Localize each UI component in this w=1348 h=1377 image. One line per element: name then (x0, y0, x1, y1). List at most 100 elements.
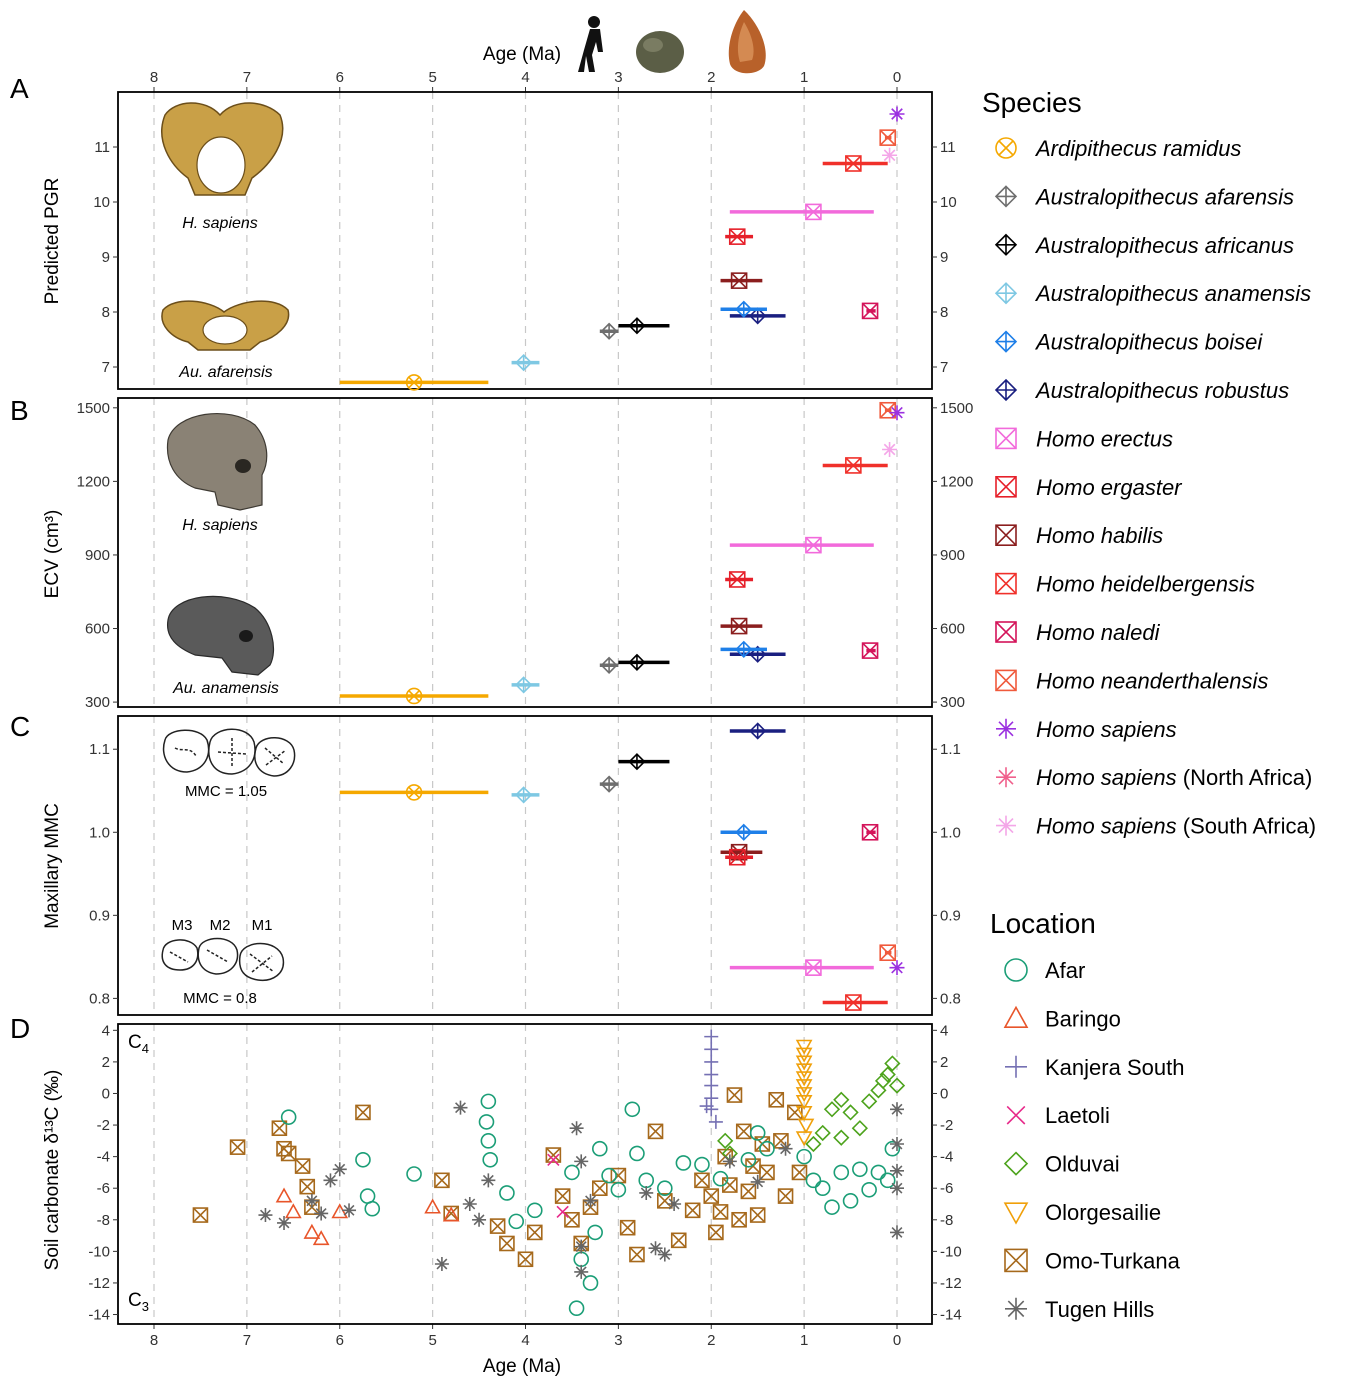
point-afar (355, 1151, 371, 1168)
legend-marker-baringo (1003, 1005, 1029, 1028)
point-ardipithecus-ramidus (405, 784, 423, 801)
point-baringo (275, 1187, 293, 1203)
point-olorgesailie (795, 1094, 813, 1111)
point-afar (870, 1164, 887, 1181)
point-afar (638, 1172, 655, 1189)
skull-h-sapiens-label: H. sapiens (182, 517, 258, 534)
y-tick-label-left: 0.9 (89, 907, 110, 924)
legend-species-name: Homo sapiens (1036, 814, 1177, 839)
legend-location-label: Kanjera South (1045, 1055, 1184, 1080)
point-olorgesailie (795, 1071, 813, 1087)
legend-marker-homo-neanderthalensis (995, 669, 1017, 692)
point-omo-turkana (280, 1145, 297, 1162)
legend-marker-homo-sapiens-north-africa (996, 767, 1016, 788)
point-omo-turkana (629, 1246, 645, 1263)
legend-marker-homo-naledi (995, 621, 1017, 643)
y-tick-label-left: 2 (102, 1054, 110, 1071)
y-tick-label-left: 9 (102, 249, 110, 266)
point-olduvai (717, 1132, 734, 1149)
point-tugen-hills (639, 1185, 654, 1200)
y-tick-label-left: -10 (88, 1243, 110, 1260)
panel-d-ylabel: Soil carbonate δ¹³C (‰) (42, 1070, 63, 1271)
legend-marker-omo-turkana (1004, 1248, 1028, 1273)
point-afar (582, 1275, 599, 1291)
point-homo-sapiens (889, 106, 905, 122)
legend-species-name: Homo erectus (1036, 426, 1173, 451)
point-olorgesailie (795, 1106, 813, 1122)
legend-marker-tugen-hills (1005, 1297, 1027, 1320)
point-olorgesailie (797, 1118, 815, 1134)
legend-marker-kanjera-south (1005, 1055, 1027, 1078)
point-afar (526, 1202, 543, 1219)
bottom-x-tick-label: 0 (893, 1332, 901, 1349)
legend-species-name: Homo neanderthalensis (1036, 668, 1268, 693)
legend-marker-homo-erectus (995, 427, 1017, 450)
panel-a-ylabel: Predicted PGR (42, 178, 63, 305)
molar-label-m3: M3 (172, 917, 193, 934)
skull-au-anamensis-image (167, 595, 275, 676)
point-omo-turkana (355, 1104, 371, 1121)
y-tick-label-right: 0.8 (940, 990, 961, 1007)
point-afar (499, 1185, 515, 1201)
point-ardipithecus-ramidus (405, 687, 423, 705)
point-afar (740, 1151, 757, 1168)
point-australopithecus-anamensis (515, 676, 533, 694)
legend-species-name: Ardipithecus ramidus (1034, 136, 1241, 161)
point-omo-turkana (619, 1219, 636, 1236)
legend-marker-homo-ergaster (995, 475, 1017, 498)
bottom-x-tick-label: 8 (150, 1332, 158, 1349)
point-homo-sapiens-south-africa (882, 147, 898, 163)
point-afar (814, 1180, 831, 1197)
point-tugen-hills (472, 1212, 487, 1227)
legend-species-label: Australopithecus boisei (1034, 330, 1263, 355)
point-omo-turkana (791, 1164, 808, 1181)
point-afar (610, 1181, 627, 1198)
y-tick-label-right: 4 (940, 1022, 948, 1039)
point-afar (879, 1172, 896, 1189)
point-omo-turkana (294, 1158, 311, 1174)
point-tugen-hills (750, 1174, 765, 1189)
y-tick-label-left: 1.1 (89, 741, 110, 758)
series-tugen-hills (258, 1100, 904, 1279)
top-x-tick-label: 6 (336, 69, 344, 86)
y-tick-label-right: 0 (940, 1085, 948, 1102)
point-tugen-hills (434, 1257, 449, 1271)
point-baringo (284, 1203, 302, 1219)
top-x-tick-label: 2 (707, 69, 715, 86)
point-olorgesailie (795, 1055, 813, 1071)
point-afar (624, 1101, 641, 1118)
point-omo-turkana (489, 1218, 506, 1234)
panel-letter-a: A (10, 73, 29, 104)
legend-species-title: Species (982, 87, 1082, 118)
point-australopithecus-anamensis (515, 786, 533, 804)
bottom-x-tick-label: 4 (521, 1332, 529, 1349)
point-omo-turkana (712, 1204, 729, 1220)
point-tugen-hills (648, 1241, 663, 1256)
y-tick-label-left: 1.0 (89, 824, 110, 841)
y-tick-label-right: 1200 (940, 473, 973, 490)
y-tick-label-right: -2 (940, 1117, 953, 1134)
point-afar (406, 1166, 422, 1182)
point-afar (842, 1193, 859, 1209)
bottom-x-tick-label: 1 (800, 1332, 808, 1349)
molar-row-top-image (162, 728, 296, 777)
point-afar (749, 1125, 766, 1141)
point-afar (675, 1155, 692, 1171)
point-tugen-hills (462, 1197, 477, 1211)
top-x-tick-label: 7 (243, 69, 251, 86)
point-tugen-hills (569, 1121, 584, 1136)
point-tugen-hills (657, 1247, 672, 1262)
point-australopithecus-anamensis (515, 353, 533, 372)
y-tick-label-left: 7 (102, 359, 110, 376)
point-omo-turkana (684, 1202, 701, 1219)
legend-species-name: Homo naledi (1036, 620, 1161, 645)
point-tugen-hills (890, 1225, 904, 1240)
y-tick-label-left: 11 (94, 139, 110, 156)
series-kanjera-south (699, 1029, 723, 1129)
y-tick-label-left: -8 (97, 1212, 110, 1229)
legend-species-label: Homo ergaster (1036, 475, 1183, 500)
point-olduvai (833, 1129, 850, 1146)
legend-location-label: Omo-Turkana (1045, 1248, 1181, 1273)
legend-location-label: Afar (1045, 958, 1085, 983)
point-omo-turkana (647, 1123, 664, 1140)
